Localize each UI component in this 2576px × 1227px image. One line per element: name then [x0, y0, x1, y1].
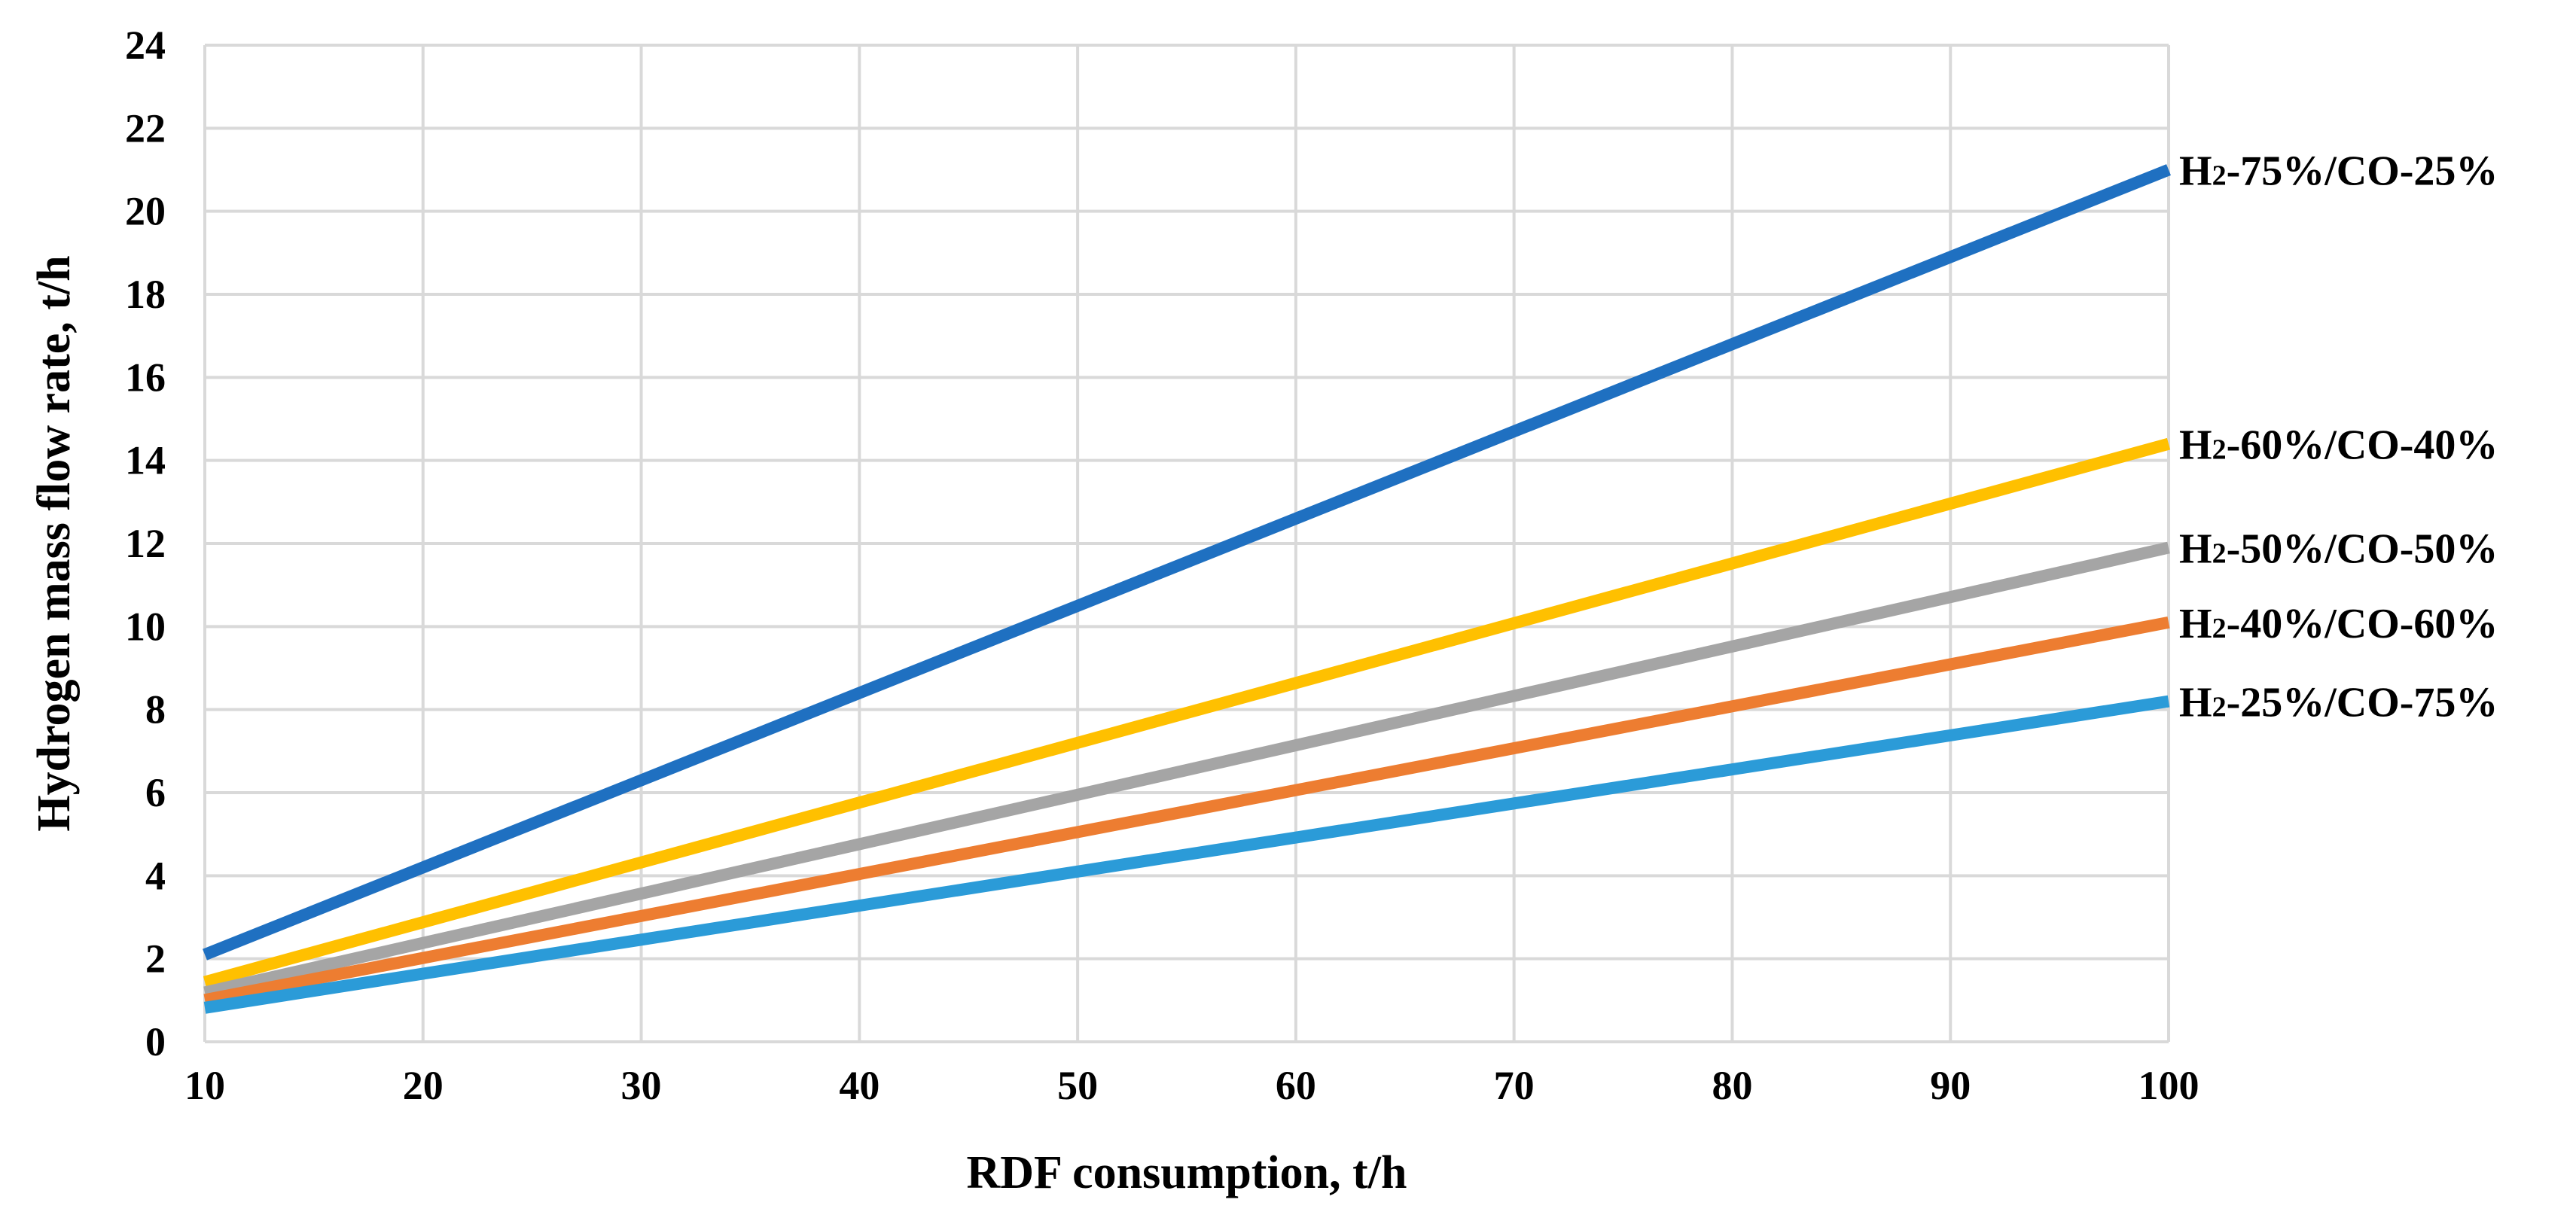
- y-tick-label: 12: [125, 521, 166, 566]
- x-tick-label: 40: [839, 1063, 879, 1108]
- series-line: [203, 616, 2170, 1006]
- y-tick-label: 4: [145, 853, 166, 898]
- x-axis-ticks: 10 20 30 40 50 60 70 80 90 100: [184, 1063, 2200, 1108]
- y-tick-label: 2: [145, 936, 166, 982]
- x-tick-label: 90: [1930, 1063, 1971, 1108]
- series-line: [203, 541, 2170, 999]
- gridlines: [203, 44, 2170, 1043]
- series-end-label: H2-60%/CO-40%: [2179, 422, 2498, 469]
- x-tick-label: 70: [1494, 1063, 1535, 1108]
- series-end-label: H2-50%/CO-50%: [2179, 526, 2498, 573]
- series-labels: H2-75%/CO-25% H2-60%/CO-40% H2-50%/CO-50% H…: [2179, 148, 2498, 726]
- series-end-label: H2-75%/CO-25%: [2179, 148, 2498, 195]
- series-end-label: H2-25%/CO-75%: [2179, 680, 2498, 726]
- x-tick-label: 100: [2139, 1063, 2200, 1108]
- y-tick-label: 22: [125, 105, 166, 151]
- x-axis-title: RDF consumption, t/h: [966, 1147, 1407, 1198]
- y-axis-title: Hydrogen mass flow rate, t/h: [29, 255, 80, 831]
- y-tick-label: 18: [125, 272, 166, 317]
- y-tick-label: 24: [125, 23, 166, 68]
- x-tick-label: 10: [184, 1063, 225, 1108]
- x-tick-label: 80: [1712, 1063, 1752, 1108]
- series-lines: [203, 164, 2171, 1014]
- y-tick-label: 6: [145, 770, 166, 815]
- series-line: [203, 695, 2170, 1014]
- series-line: [203, 164, 2171, 961]
- series-line: [203, 437, 2171, 988]
- series-end-label: H2-40%/CO-60%: [2179, 601, 2498, 647]
- x-tick-label: 30: [621, 1063, 662, 1108]
- y-tick-label: 10: [125, 604, 166, 649]
- y-tick-label: 20: [125, 189, 166, 234]
- x-tick-label: 20: [403, 1063, 444, 1108]
- y-tick-label: 8: [145, 687, 166, 732]
- x-tick-label: 60: [1276, 1063, 1316, 1108]
- y-tick-label: 14: [125, 438, 166, 483]
- y-tick-label: 16: [125, 355, 166, 400]
- x-tick-label: 50: [1057, 1063, 1098, 1108]
- y-tick-label: 0: [145, 1019, 166, 1064]
